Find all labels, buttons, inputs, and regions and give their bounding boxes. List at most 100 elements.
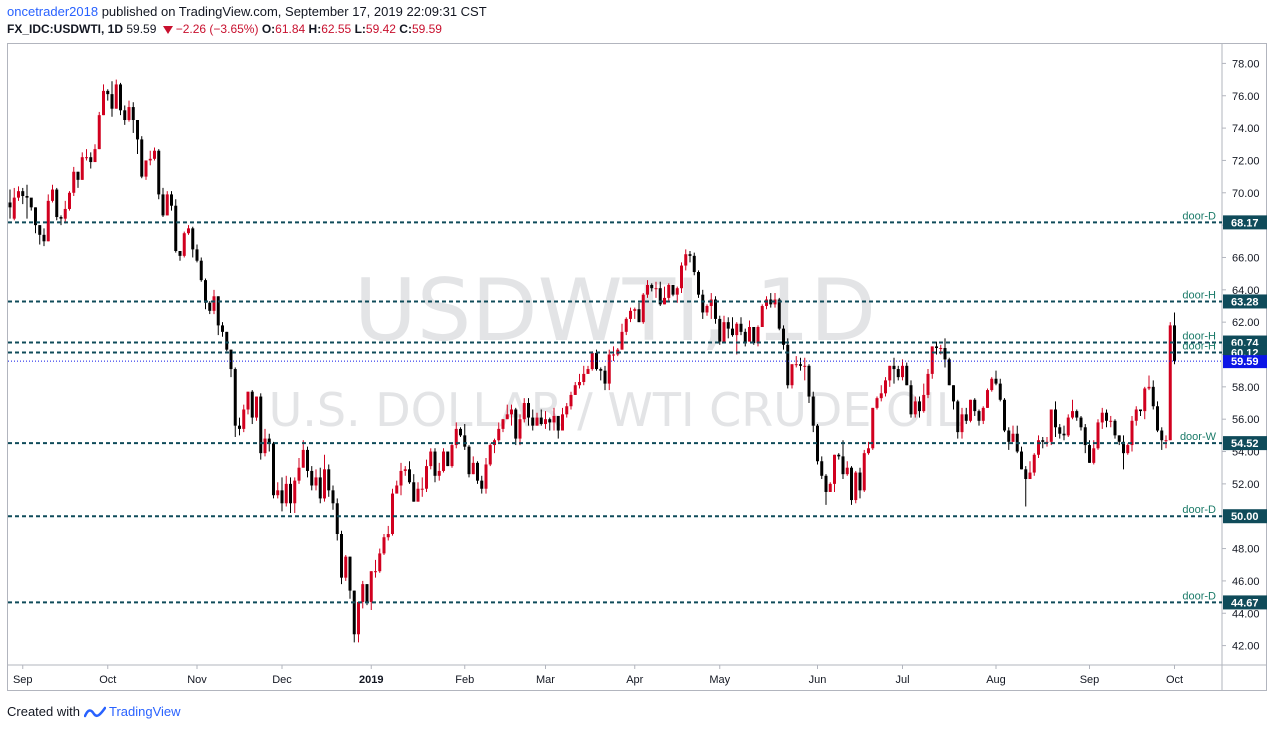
door-price-label: 44.67 (1231, 597, 1259, 609)
door-level-tag: door-H (1182, 341, 1216, 353)
candle-body (1109, 420, 1113, 422)
y-tick-label: 66.00 (1232, 252, 1260, 264)
door-level-tag: door-W (1180, 431, 1217, 443)
candle-body (55, 189, 59, 218)
y-tick-label: 58.00 (1232, 382, 1260, 394)
candle-body (743, 331, 747, 342)
candle-body (1011, 433, 1015, 442)
candle-body (480, 480, 484, 489)
candle-body (799, 364, 802, 366)
candle-body (811, 396, 815, 426)
candle-body (777, 299, 781, 329)
candle-body (272, 443, 275, 496)
candle-body (437, 470, 441, 476)
tradingview-link[interactable]: TradingView (108, 704, 181, 719)
candle-body (301, 449, 305, 468)
candle-body (1066, 417, 1070, 436)
candle-body (739, 323, 743, 332)
candle-body (871, 407, 875, 449)
candle-body (250, 391, 254, 418)
candle-body (17, 191, 20, 198)
candle-body (786, 344, 790, 386)
y-tick-label: 56.00 (1232, 414, 1260, 426)
candle-body (127, 107, 131, 121)
candle-body (641, 294, 645, 323)
candle-body (1160, 430, 1164, 441)
candle-body (46, 200, 50, 242)
publish-header: oncetrader2018 published on TradingView.… (7, 4, 487, 19)
candle-body (357, 601, 360, 635)
candle-body (340, 534, 343, 578)
candle-body (726, 322, 730, 329)
x-tick-label: Oct (99, 674, 116, 686)
candle-body (1147, 386, 1151, 389)
candle-body (174, 205, 178, 251)
candle-body (501, 419, 505, 429)
candle-body (12, 197, 16, 219)
candle-body (599, 369, 603, 371)
y-tick-label: 62.00 (1232, 317, 1260, 329)
candle-body (178, 251, 182, 256)
candle-body (1092, 448, 1096, 463)
candle-body (97, 115, 101, 150)
author-link[interactable]: oncetrader2018 (7, 4, 99, 19)
x-tick-label: Nov (187, 674, 207, 686)
candle-body (433, 451, 437, 476)
candle-body (535, 417, 539, 426)
candle-body (267, 438, 271, 444)
open-value: 61.84 (275, 22, 306, 36)
candle-body (153, 150, 156, 159)
candle-body (199, 260, 203, 281)
candle-body (603, 370, 607, 384)
candle-body (918, 401, 921, 412)
candle-body (114, 84, 118, 109)
candle-body (607, 354, 611, 384)
candle-body (556, 415, 560, 431)
door-level-tag: door-H (1182, 331, 1216, 343)
watermark-name: U.S. DOLLAR / WTI CRUDE OIL (269, 383, 962, 437)
candle-body (1105, 412, 1108, 421)
candle-body (327, 469, 331, 491)
candle-body (760, 305, 764, 328)
x-tick-label: Jul (895, 674, 909, 686)
candle-body (901, 365, 904, 378)
candle-body (59, 217, 63, 219)
candle-body (191, 228, 195, 250)
candle-body (981, 407, 985, 421)
candle-body (323, 469, 326, 499)
footer: Created with TradingView (7, 704, 181, 719)
candle-body (752, 327, 756, 344)
candle-body (867, 448, 870, 454)
candle-body (1024, 469, 1028, 480)
candle-body (1113, 420, 1117, 436)
candle-body (952, 385, 955, 402)
candle-body (913, 401, 917, 415)
candle-body (344, 556, 348, 578)
candle-body (391, 493, 394, 535)
candle-body (488, 445, 492, 465)
x-tick-label: May (709, 674, 730, 686)
candle-body (29, 197, 33, 208)
candle-body (998, 383, 1002, 400)
candle-body (697, 272, 700, 295)
candle-body (735, 323, 739, 336)
candle-body (123, 110, 127, 121)
candle-body (637, 309, 641, 323)
candle-body (578, 381, 581, 386)
candle-body (1058, 427, 1062, 434)
candle-body (1071, 411, 1074, 418)
candle-body (25, 196, 29, 198)
candle-body (646, 284, 649, 295)
candle-body (420, 488, 424, 490)
candle-body (21, 191, 25, 197)
candle-body (131, 107, 135, 121)
candle-body (663, 297, 666, 305)
candle-body (658, 288, 662, 305)
x-tick-label: Sep (1080, 674, 1100, 686)
candle-body (361, 584, 365, 602)
candle-body (769, 299, 773, 305)
candle-body (395, 485, 399, 494)
candle-body (259, 396, 263, 454)
candle-body (471, 462, 475, 475)
